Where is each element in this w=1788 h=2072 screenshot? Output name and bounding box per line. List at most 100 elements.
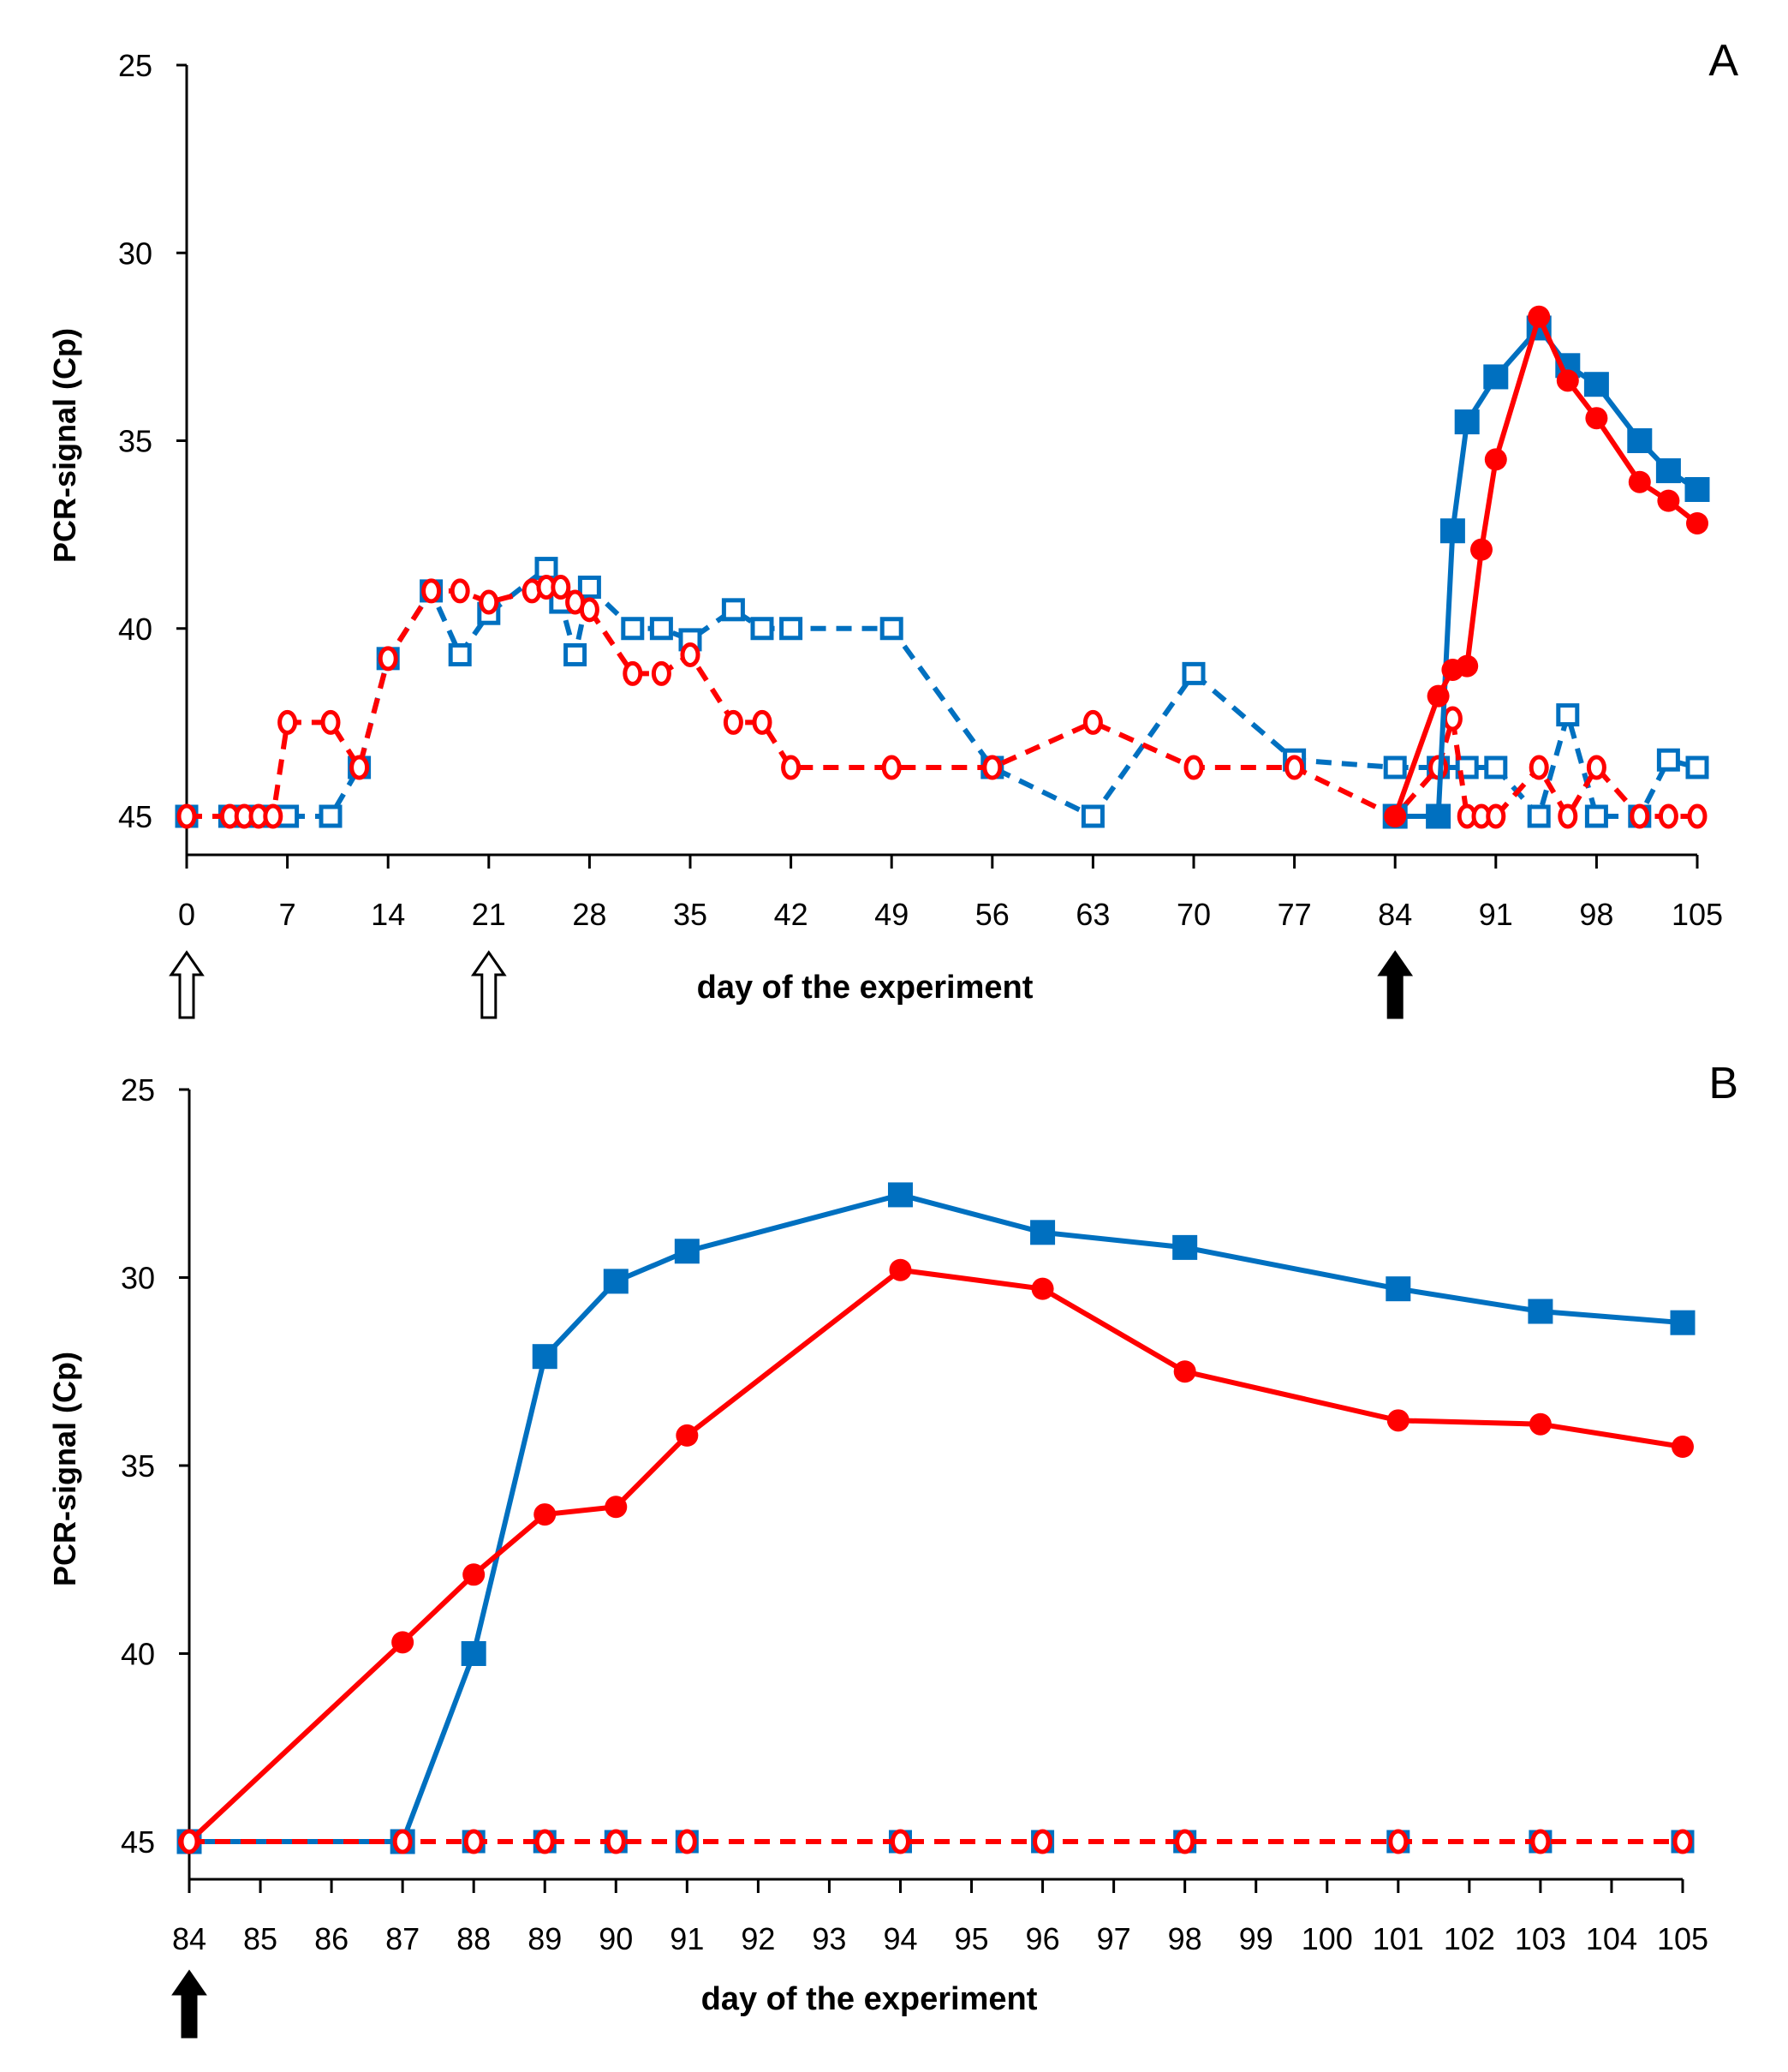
open-arrow-up-icon	[169, 950, 205, 1019]
x-tick-label: 0	[178, 897, 195, 932]
data-point-square	[1386, 1276, 1411, 1302]
x-tick-label: 94	[883, 1921, 917, 1956]
data-point-circle	[676, 1829, 697, 1854]
data-point-square	[563, 642, 587, 666]
x-tick-label: 96	[1026, 1921, 1060, 1956]
data-point-circle	[263, 803, 283, 829]
data-point-circle	[1484, 448, 1507, 471]
data-point-circle	[1686, 511, 1708, 534]
data-point-square	[1656, 748, 1680, 772]
x-tick-label: 91	[670, 1921, 704, 1956]
x-tick-label: 100	[1302, 1921, 1353, 1956]
data-point-circle	[982, 755, 1003, 780]
data-point-square	[1556, 703, 1580, 727]
x-tick-label: 14	[371, 897, 405, 932]
data-point-circle	[1284, 755, 1305, 780]
x-tick-label: 49	[874, 897, 909, 932]
data-point-square	[577, 576, 601, 600]
x-tick-label: 86	[314, 1921, 349, 1956]
data-point-square	[532, 1344, 557, 1370]
y-tick-label: 40	[118, 612, 152, 647]
data-point-circle	[349, 755, 370, 780]
data-point-circle	[676, 1424, 699, 1447]
data-point-circle	[1556, 369, 1579, 392]
data-point-square	[1584, 804, 1608, 828]
data-point-circle	[1031, 1277, 1054, 1300]
x-tick-label: 87	[385, 1921, 420, 1956]
x-tick-label: 70	[1177, 897, 1211, 932]
data-point-square	[1527, 804, 1551, 828]
series-red-open-dashed	[176, 575, 1708, 829]
panel-b-chart: B PCR-signal (Cp) day of the experiment …	[47, 1059, 1738, 2039]
data-point-square	[461, 1641, 486, 1666]
x-tick-label: 42	[774, 897, 808, 932]
y-tick-label: 30	[118, 236, 152, 271]
data-point-circle	[579, 597, 599, 623]
data-point-circle	[1585, 407, 1608, 430]
data-point-circle	[1528, 305, 1551, 328]
data-point-circle	[1442, 706, 1463, 731]
data-point-square	[649, 617, 673, 641]
data-point-circle	[462, 1563, 486, 1586]
series-line	[189, 1191, 1684, 1844]
x-tick-label: 102	[1444, 1921, 1495, 1956]
data-point-square	[1383, 755, 1407, 779]
y-tick-label: 40	[121, 1637, 155, 1672]
data-point-circle	[1486, 803, 1506, 829]
data-point-circle	[378, 646, 398, 672]
data-point-circle	[392, 1829, 413, 1854]
data-point-square	[1454, 409, 1480, 435]
data-point-circle	[1033, 1829, 1053, 1854]
filled-arrow-up-icon	[171, 1969, 207, 2039]
data-point-circle	[534, 1829, 555, 1854]
y-tick-label: 25	[121, 1072, 155, 1108]
data-point-circle	[890, 1829, 910, 1854]
x-tick-label: 90	[599, 1921, 633, 1956]
x-tick-label: 7	[279, 897, 296, 932]
data-point-circle	[1183, 755, 1204, 780]
data-point-square	[1684, 477, 1710, 503]
x-tick-label: 88	[456, 1921, 491, 1956]
data-point-square	[750, 617, 774, 641]
data-point-square	[1583, 372, 1609, 397]
panel-b-y-axis-label: PCR-signal (Cp)	[47, 1352, 82, 1586]
data-point-circle	[176, 803, 197, 829]
x-tick-label: 21	[472, 897, 506, 932]
x-tick-label: 98	[1168, 1921, 1202, 1956]
x-tick-label: 84	[1378, 897, 1412, 932]
data-point-circle	[889, 1258, 912, 1281]
data-point-circle	[463, 1829, 484, 1854]
data-point-circle	[1586, 755, 1606, 780]
x-tick-label: 93	[812, 1921, 846, 1956]
data-point-circle	[1388, 1829, 1409, 1854]
data-point-circle	[651, 660, 671, 686]
y-tick-label: 25	[118, 48, 152, 83]
data-point-square	[779, 617, 803, 641]
data-point-circle	[1384, 805, 1407, 827]
data-point-circle	[1672, 1436, 1694, 1459]
data-point-circle	[391, 1631, 414, 1654]
x-tick-label: 98	[1579, 897, 1613, 932]
data-point-square	[1081, 804, 1105, 828]
x-tick-label: 105	[1657, 1921, 1708, 1956]
x-tick-label: 77	[1278, 897, 1312, 932]
data-point-square	[879, 617, 903, 641]
panel-b-label: B	[1708, 1059, 1738, 1108]
data-point-circle	[533, 1503, 557, 1526]
x-tick-label: 89	[527, 1921, 562, 1956]
x-tick-label: 56	[975, 897, 1010, 932]
x-tick-label: 101	[1373, 1921, 1424, 1956]
data-point-square	[721, 598, 745, 622]
x-tick-label: 63	[1076, 897, 1110, 932]
y-tick-label: 45	[118, 799, 152, 834]
x-tick-label: 99	[1239, 1921, 1273, 1956]
series-blue-filled-solid	[1382, 315, 1710, 829]
data-point-circle	[1529, 755, 1549, 780]
data-point-square	[674, 1239, 700, 1264]
data-point-square	[1172, 1234, 1198, 1260]
series-line	[187, 1267, 1684, 1844]
data-point-circle	[723, 709, 743, 735]
y-tick-label: 45	[121, 1824, 155, 1860]
data-point-square	[1426, 803, 1451, 829]
